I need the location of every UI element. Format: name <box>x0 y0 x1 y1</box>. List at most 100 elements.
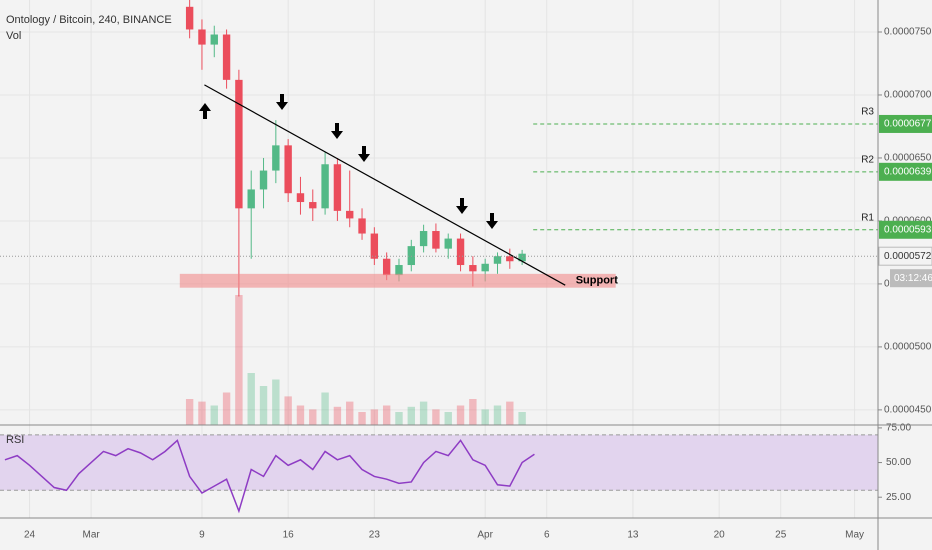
y-tick-label: 0.0000450 <box>884 405 932 416</box>
candle-body <box>370 233 379 259</box>
resistance-value: 0.0000677 <box>884 119 932 130</box>
candle-body <box>481 263 489 272</box>
volume-bar <box>247 373 255 425</box>
y-tick-label: 0.0000650 <box>884 153 932 164</box>
candle-body <box>185 6 194 30</box>
candle-body <box>346 210 354 219</box>
rsi-pane <box>0 434 878 514</box>
candle-body <box>493 256 502 264</box>
volume-bar <box>222 392 231 425</box>
candle-body <box>198 29 206 45</box>
volume-label: Vol <box>6 30 21 42</box>
resistance-name: R3 <box>861 107 874 118</box>
rsi-band <box>0 434 878 491</box>
candle-body <box>247 189 255 209</box>
volume-bar <box>185 399 194 425</box>
volume-bar <box>321 392 329 425</box>
candle-body <box>518 253 526 262</box>
volume-bar <box>296 405 305 425</box>
y-tick-label: 0.0000700 <box>884 90 932 101</box>
x-tick-label: 16 <box>283 530 295 541</box>
resistance-badge <box>879 114 932 133</box>
candle-body <box>419 231 428 247</box>
candle-body <box>222 34 231 80</box>
candle-body <box>296 193 305 203</box>
candle-body <box>432 231 440 249</box>
volume-bar <box>481 409 489 425</box>
volume-bar <box>382 405 391 425</box>
resistance-name: R1 <box>861 212 874 223</box>
candle-body <box>309 202 317 209</box>
x-tick-label: 20 <box>714 530 726 541</box>
candle-body <box>358 218 366 234</box>
volume-bar <box>333 406 342 425</box>
x-tick-label: 24 <box>24 530 36 541</box>
price-pane <box>0 0 878 425</box>
down-arrow <box>486 213 498 229</box>
volume-bar <box>198 401 206 425</box>
x-tick-label: Apr <box>477 530 493 541</box>
x-tick-label: 6 <box>544 530 550 541</box>
volume-bar <box>210 405 218 425</box>
rsi-tick-label: 50.00 <box>886 457 911 468</box>
volume-bar <box>346 401 354 425</box>
volume-bar <box>358 412 366 425</box>
candle-body <box>259 170 268 190</box>
resistance-badge <box>879 220 932 239</box>
candle-body <box>284 145 292 194</box>
volume-bar <box>456 405 465 425</box>
volume-bar <box>407 406 415 425</box>
countdown-label: 03:12:46 <box>894 273 932 284</box>
volume-bar <box>444 412 452 425</box>
grid <box>0 0 878 518</box>
trendline <box>204 84 566 286</box>
volume-bar <box>506 401 514 425</box>
y-tick-label: 0.0000750 <box>884 27 932 38</box>
y-tick-label: 0.0000500 <box>884 342 932 353</box>
resistance-name: R2 <box>861 154 874 165</box>
support-zone <box>179 273 616 288</box>
volume-bar <box>419 401 428 425</box>
support-label: Support <box>576 275 618 287</box>
down-arrow <box>331 123 343 139</box>
x-tick-label: 25 <box>775 530 787 541</box>
candle-body <box>444 238 452 249</box>
volume-bar <box>235 295 243 425</box>
candle-body <box>506 256 514 262</box>
volume-bar <box>272 379 280 425</box>
down-arrow <box>456 198 468 214</box>
volume-bar <box>493 405 502 425</box>
candle-body <box>456 238 465 266</box>
candle-body <box>395 265 403 276</box>
current-price-label: 0.0000572 <box>884 251 932 262</box>
resistance-value: 0.0000639 <box>884 166 932 177</box>
symbol-title: Ontology / Bitcoin, 240, BINANCE <box>6 14 172 26</box>
candle-body <box>210 34 218 45</box>
candle-body <box>333 164 342 211</box>
candle-body <box>407 246 415 266</box>
volume-bar <box>469 399 477 425</box>
volume-bar <box>432 409 440 425</box>
x-tick-label: May <box>845 530 864 541</box>
candle-body <box>382 258 391 276</box>
rsi-line <box>4 439 535 514</box>
up-arrow <box>199 103 211 119</box>
volume-bar <box>259 386 268 425</box>
volume-bar <box>370 409 379 425</box>
candle-body <box>235 79 243 209</box>
candle-body <box>469 265 477 272</box>
x-tick-label: 23 <box>369 530 381 541</box>
rsi-tick-label: 25.00 <box>886 492 911 503</box>
down-arrow <box>276 94 288 110</box>
rsi-tick-label: 75.00 <box>886 423 911 434</box>
current-price-badge <box>878 246 932 266</box>
x-tick-label: Mar <box>83 530 101 541</box>
volume-bar <box>284 396 292 425</box>
volume-bar <box>518 412 526 425</box>
countdown-badge <box>890 269 932 288</box>
resistance-badge <box>879 162 932 181</box>
candle-body <box>321 164 329 209</box>
resistance-value: 0.0000593 <box>884 224 932 235</box>
volume-bar <box>309 409 317 425</box>
